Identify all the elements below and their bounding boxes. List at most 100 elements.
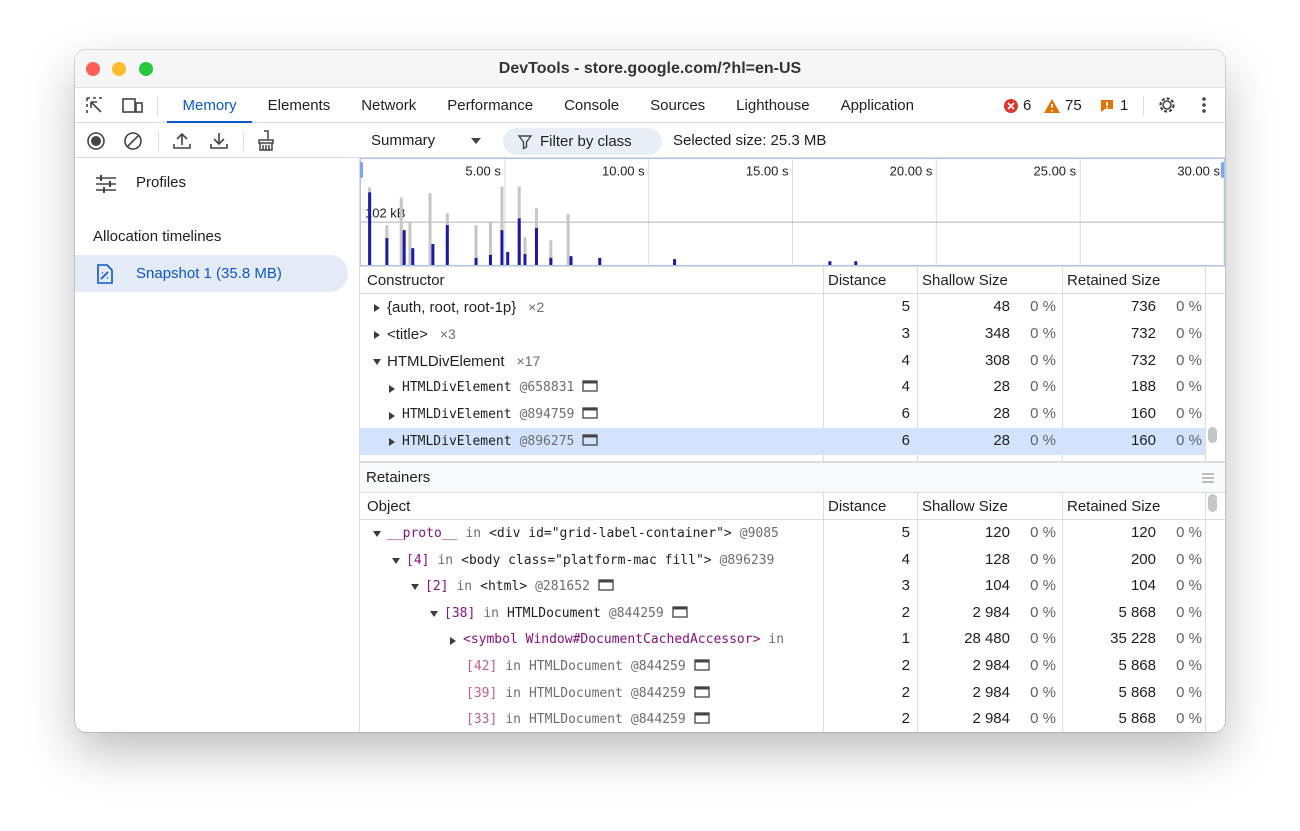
expand-arrow[interactable] — [387, 384, 397, 394]
table-row[interactable]: {auth, root, root-1p} ×2 5 48 0 % 736 0 % — [360, 294, 1205, 321]
column-header[interactable]: Shallow Size — [922, 272, 1008, 289]
object-id: @844259 — [608, 605, 664, 621]
expand-arrow[interactable] — [387, 437, 397, 447]
panel-tab[interactable]: Lighthouse — [736, 97, 810, 114]
node-icon[interactable] — [598, 579, 614, 591]
in-label: in — [456, 579, 473, 595]
panel-tab[interactable]: Elements — [267, 97, 331, 114]
record-button[interactable] — [86, 131, 106, 151]
table-row[interactable]: [2] in <html> @281652 3 104 0 % 104 0 % — [360, 573, 1205, 600]
table-row[interactable]: [39] in HTMLDocument @844259 2 2 984 0 % 5 868 0… — [360, 680, 1205, 707]
expand-arrow[interactable] — [372, 357, 382, 367]
retainers-title: Retainers — [366, 469, 431, 486]
expand-arrow[interactable] — [372, 303, 382, 313]
column-header[interactable]: Retained Size — [1067, 498, 1161, 515]
warning-count[interactable]: 75 — [1065, 97, 1082, 114]
object-id: @844259 — [630, 712, 686, 728]
column-header[interactable]: Distance — [828, 498, 887, 515]
node-icon[interactable] — [582, 434, 599, 446]
panel-tab[interactable]: Memory — [167, 88, 253, 123]
table-row[interactable]: HTMLDivElement @896275 6 28 0 % 160 0 % — [360, 428, 1205, 455]
node-icon[interactable] — [672, 606, 688, 618]
column-header[interactable]: Distance — [828, 272, 887, 289]
close-button[interactable] — [86, 62, 100, 76]
shallow-size: 308 — [984, 351, 1010, 369]
tick-label: 30.00 s — [1177, 163, 1220, 178]
table-row[interactable]: [38] in HTMLDocument @844259 2 2 984 0 % 5 868 0… — [360, 600, 1205, 627]
drag-handle[interactable] — [1201, 473, 1215, 483]
shallow-percent: 0 % — [1030, 657, 1056, 674]
zoom-button[interactable] — [139, 62, 153, 76]
title-bar: DevTools - store.google.com/?hl=en-US — [75, 50, 1225, 88]
table-row[interactable]: HTMLDivElement @658831 4 28 0 % 188 0 % — [360, 374, 1205, 401]
allocation-bar — [523, 237, 527, 265]
distance: 4 — [901, 378, 910, 396]
retained-size: 188 — [1130, 378, 1156, 396]
expand-arrow[interactable] — [372, 529, 382, 539]
snapshot-item[interactable]: Snapshot 1 (35.8 MB) — [75, 255, 348, 292]
shallow-percent: 0 % — [1030, 378, 1056, 396]
allocation-timeline[interactable]: 5.00 s 10.00 s 15.00 s 20.00 s 25.00 s 30.00 … — [360, 158, 1225, 266]
expand-arrow[interactable] — [448, 636, 458, 646]
expand-arrow[interactable] — [372, 330, 382, 340]
panel-tab[interactable]: Application — [840, 97, 914, 114]
inspect-icon[interactable] — [85, 96, 105, 116]
node-icon[interactable] — [582, 407, 599, 419]
shallow-size: 2 984 — [972, 710, 1010, 728]
error-count[interactable]: 6 — [1023, 97, 1032, 114]
load-button[interactable] — [172, 131, 192, 151]
object-name: <body class="platform-mac fill"> — [461, 552, 712, 568]
expand-arrow[interactable] — [391, 556, 401, 566]
save-button[interactable] — [209, 131, 229, 151]
filter-pill[interactable]: Filter by class — [503, 128, 662, 155]
window-title: DevTools - store.google.com/?hl=en-US — [498, 60, 802, 77]
panel-tab[interactable]: Network — [361, 97, 417, 114]
panel-tab[interactable]: Console — [564, 97, 620, 114]
table-row[interactable]: __proto__ in <div id="grid-label-container… — [360, 520, 1205, 547]
panel-tab[interactable]: Performance — [447, 97, 534, 114]
device-icon[interactable] — [121, 96, 145, 116]
panel-tab[interactable]: Sources — [650, 97, 706, 114]
table-row[interactable]: HTMLDivElement @894759 6 28 0 % 160 0 % — [360, 401, 1205, 428]
object-cell: [4] in <body class="platform-mac fill"> @89… — [406, 547, 821, 575]
column-divider — [1205, 493, 1206, 521]
column-header[interactable]: Object — [367, 498, 411, 515]
issue-count[interactable]: 1 — [1120, 97, 1129, 114]
instance-count: ×2 — [528, 299, 545, 315]
node-icon[interactable] — [694, 659, 710, 671]
allocation-bar — [399, 197, 403, 265]
node-icon[interactable] — [694, 685, 710, 698]
table-row[interactable]: [4] in <body class="platform-mac fill"> @89… — [360, 547, 1205, 574]
shallow-size: 348 — [984, 324, 1010, 342]
distance: 6 — [901, 405, 910, 423]
minimize-button[interactable] — [112, 62, 126, 76]
expand-arrow[interactable] — [429, 609, 439, 619]
more-icon[interactable] — [1199, 95, 1209, 115]
expand-arrow[interactable] — [410, 582, 420, 592]
collect-garbage-button[interactable] — [256, 130, 276, 152]
allocation-bar — [488, 254, 492, 265]
column-header[interactable]: Shallow Size — [922, 498, 1008, 515]
table-row[interactable]: [33] in HTMLDocument @844259 2 2 984 0 % 5 868 0… — [360, 706, 1205, 732]
allocation-bar — [534, 228, 538, 265]
expand-arrow[interactable] — [387, 411, 397, 421]
shallow-percent: 0 % — [1030, 603, 1056, 621]
clear-button[interactable] — [123, 131, 143, 151]
node-icon[interactable] — [694, 712, 710, 724]
table-row[interactable]: HTMLDivElement ×17 4 308 0 % 732 0 % — [360, 348, 1205, 375]
column-header[interactable]: Constructor — [367, 272, 445, 289]
table-row[interactable]: [42] in HTMLDocument @844259 2 2 984 0 % 5 868 0… — [360, 653, 1205, 680]
allocation-bar — [566, 214, 570, 265]
retained-size: 160 — [1130, 405, 1156, 423]
retained-percent: 0 % — [1176, 324, 1202, 342]
view-select[interactable]: Summary — [371, 132, 436, 149]
table-row[interactable]: <title> ×3 3 348 0 % 732 0 % — [360, 321, 1205, 348]
object-id: @896275 — [519, 434, 575, 449]
node-icon[interactable] — [582, 380, 599, 393]
allocation-bar — [385, 238, 389, 265]
settings-icon[interactable] — [1157, 95, 1177, 115]
column-header[interactable]: Retained Size — [1067, 272, 1161, 289]
table-row[interactable]: <symbol Window#DocumentCachedAccessor> in… — [360, 626, 1205, 653]
error-icon — [1004, 99, 1018, 113]
column-divider — [1062, 520, 1063, 732]
